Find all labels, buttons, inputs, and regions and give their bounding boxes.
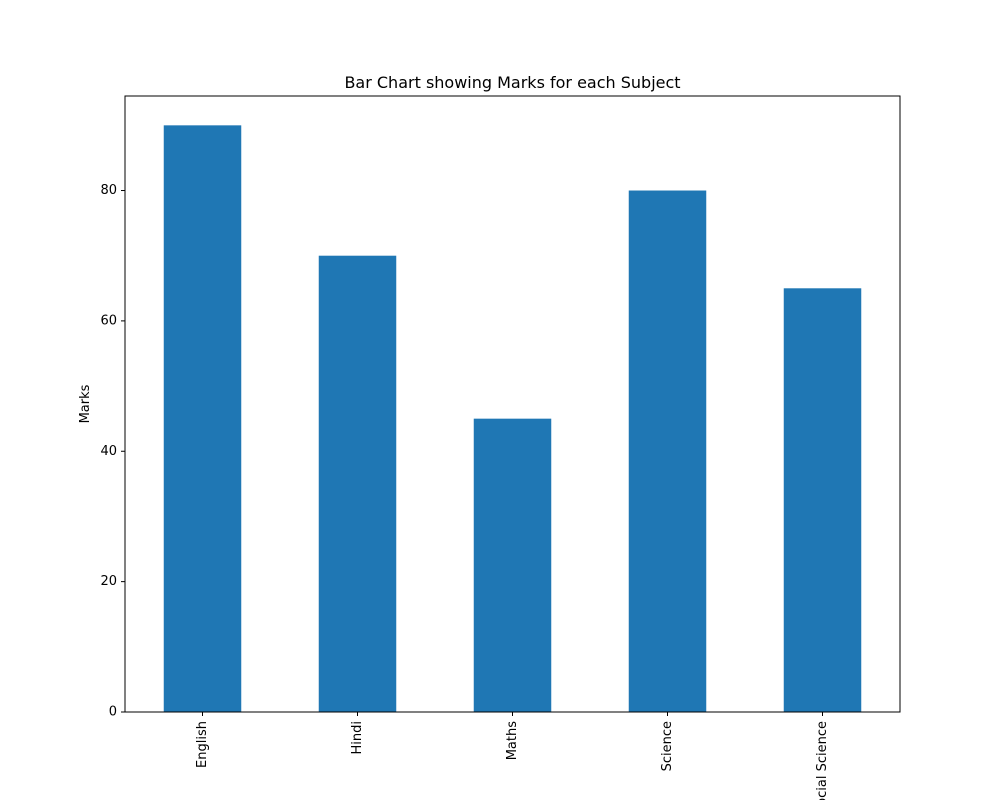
x-axis: English Hindi Maths Science Social Science xyxy=(195,712,830,800)
bar-english xyxy=(163,125,242,713)
bar-maths xyxy=(473,418,552,712)
y-tick-label: 40 xyxy=(100,444,117,459)
chart-title: Bar Chart showing Marks for each Subject xyxy=(344,73,680,92)
y-tick-label: 80 xyxy=(100,183,117,198)
y-tick-label: 0 xyxy=(109,705,117,720)
x-tick-label: Hindi xyxy=(350,721,365,755)
bar-hindi xyxy=(318,255,397,712)
x-tick-label: English xyxy=(195,721,210,768)
x-tick-label: Social Science xyxy=(815,721,830,800)
y-axis-label: Marks xyxy=(78,384,93,423)
bar-science xyxy=(628,190,707,712)
y-tick-label: 20 xyxy=(100,574,117,589)
y-tick-label: 60 xyxy=(100,313,117,328)
y-axis: 0 20 40 60 80 xyxy=(100,183,125,720)
x-tick-label: Maths xyxy=(505,721,520,761)
plot-frame xyxy=(124,95,901,713)
bar-social-science xyxy=(783,288,862,712)
bars-group xyxy=(163,125,862,713)
x-tick-label: Science xyxy=(660,721,675,771)
